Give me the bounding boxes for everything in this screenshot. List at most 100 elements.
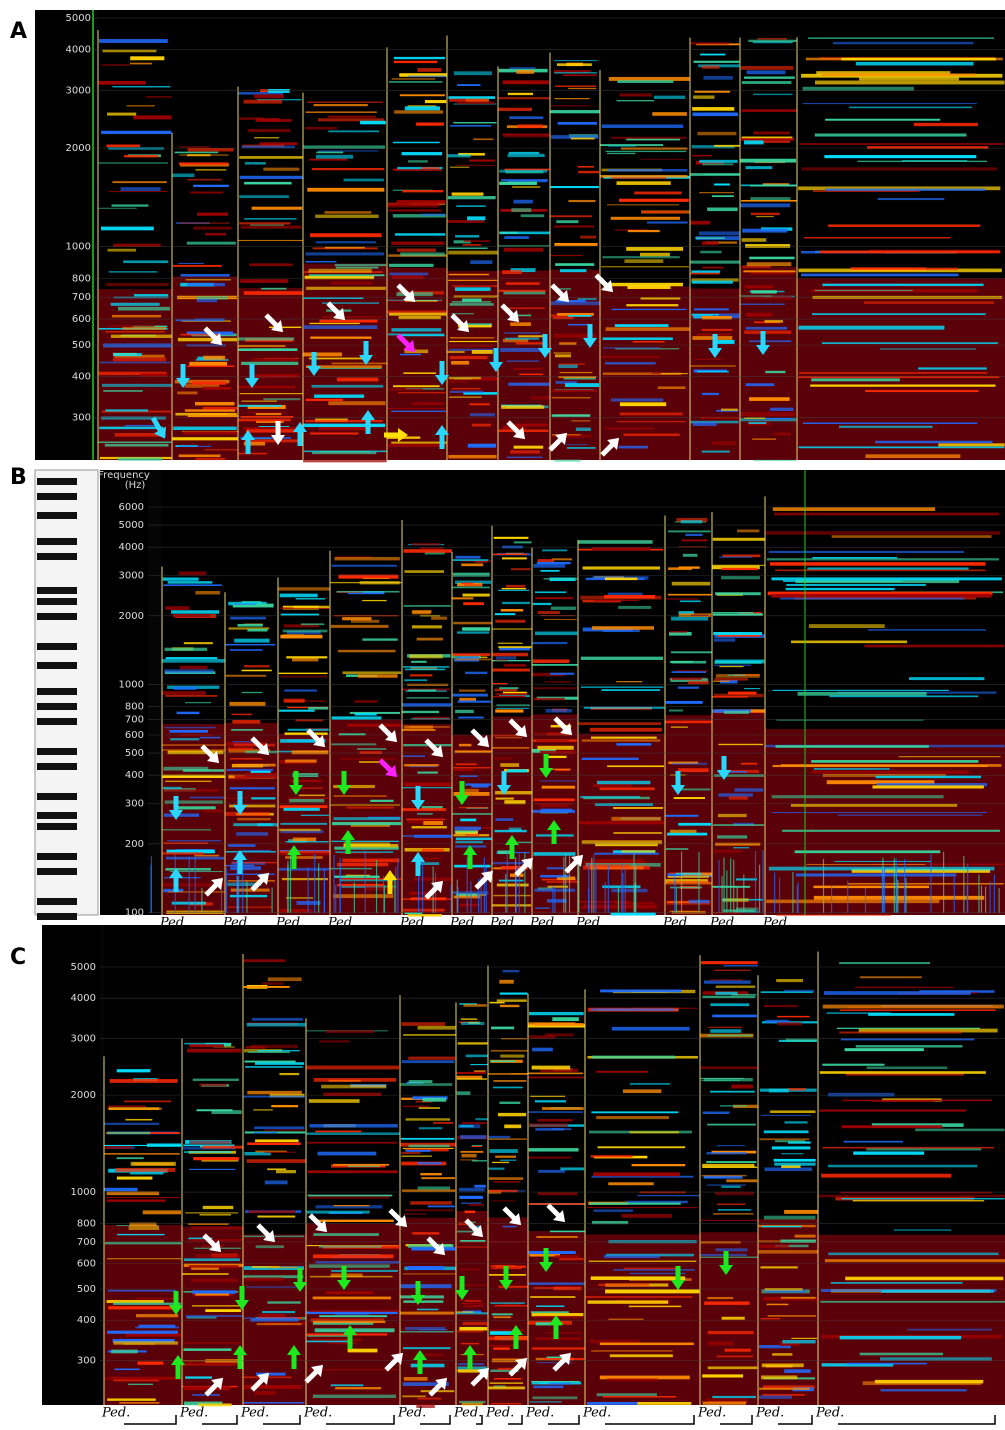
harmonic-streak [305, 252, 384, 255]
harmonic-streak [460, 1240, 485, 1242]
harmonic-streak [449, 341, 497, 342]
harmonic-streak [465, 1211, 476, 1214]
frequency-tick-label: 3000 [71, 1033, 96, 1044]
harmonic-streak [741, 66, 794, 70]
harmonic-streak [602, 124, 683, 128]
harmonic-streak [401, 1155, 431, 1157]
harmonic-streak [400, 1083, 452, 1086]
low-band [532, 714, 578, 915]
harmonic-streak [833, 42, 973, 44]
harmonic-streak [409, 654, 442, 658]
harmonic-streak [455, 710, 474, 713]
harmonic-streak [611, 217, 680, 220]
harmonic-streak [305, 261, 336, 263]
harmonic-streak [647, 221, 688, 223]
harmonic-streak [288, 798, 330, 799]
frequency-tick-label: 3000 [66, 86, 91, 97]
harmonic-streak [508, 93, 533, 95]
harmonic-streak [613, 807, 663, 809]
harmonic-streak [495, 613, 515, 615]
harmonic-streak [712, 1396, 756, 1398]
harmonic-streak [710, 1091, 755, 1093]
harmonic-streak [503, 1226, 517, 1228]
harmonic-streak [489, 1002, 504, 1004]
harmonic-streak [317, 1152, 376, 1156]
harmonic-streak [193, 1079, 239, 1081]
harmonic-streak [180, 666, 208, 670]
harmonic-streak [666, 701, 703, 704]
harmonic-streak [283, 808, 319, 811]
harmonic-streak [459, 689, 485, 691]
harmonic-streak [559, 342, 576, 345]
harmonic-streak [634, 192, 682, 195]
harmonic-streak [402, 711, 439, 713]
frequency-tick-label: 1000 [119, 679, 144, 690]
harmonic-streak [713, 612, 753, 613]
harmonic-streak [700, 1257, 758, 1258]
harmonic-streak [450, 356, 488, 359]
harmonic-streak [279, 710, 315, 712]
harmonic-streak [184, 1258, 240, 1261]
harmonic-streak [495, 620, 525, 623]
harmonic-streak [672, 763, 707, 765]
harmonic-streak [856, 62, 974, 66]
harmonic-streak [741, 412, 795, 416]
harmonic-streak [228, 747, 254, 749]
harmonic-streak [500, 1005, 519, 1007]
harmonic-streak [750, 272, 794, 274]
harmonic-streak [521, 214, 545, 217]
harmonic-streak [855, 987, 954, 988]
harmonic-streak [105, 331, 164, 332]
harmonic-streak [239, 348, 298, 351]
harmonic-streak [718, 793, 753, 796]
harmonic-streak [408, 1266, 444, 1270]
harmonic-streak [111, 1350, 137, 1354]
harmonic-streak [536, 1306, 564, 1307]
harmonic-streak [629, 1306, 681, 1308]
harmonic-streak [712, 441, 736, 445]
harmonic-streak [111, 335, 171, 338]
harmonic-streak [761, 1318, 781, 1319]
frequency-tick-label: 500 [125, 748, 144, 759]
harmonic-streak [671, 661, 706, 664]
harmonic-streak [331, 282, 372, 285]
harmonic-streak [306, 287, 386, 290]
spectrogram-panel: 50004000300020001000800700600500400300 [35, 10, 1005, 462]
harmonic-streak [579, 907, 657, 908]
harmonic-streak [611, 889, 647, 892]
harmonic-streak [102, 65, 130, 66]
harmonic-streak [205, 1309, 241, 1312]
harmonic-streak [402, 152, 443, 155]
harmonic-streak [498, 1113, 526, 1116]
harmonic-streak [234, 639, 269, 643]
harmonic-streak [407, 697, 450, 698]
harmonic-streak [556, 220, 578, 223]
harmonic-streak [714, 665, 751, 666]
harmonic-streak [254, 94, 284, 98]
harmonic-streak [189, 362, 227, 366]
harmonic-streak [865, 390, 978, 392]
harmonic-streak [362, 638, 397, 640]
harmonic-streak [239, 156, 303, 159]
harmonic-streak [766, 418, 791, 419]
harmonic-streak [358, 674, 398, 677]
frequency-tick-label: 500 [77, 1284, 96, 1295]
harmonic-streak [282, 878, 328, 880]
harmonic-streak [531, 1381, 579, 1382]
harmonic-streak [822, 1064, 884, 1066]
harmonic-streak [103, 343, 171, 347]
harmonic-streak [135, 1327, 179, 1329]
harmonic-streak [840, 1009, 995, 1011]
harmonic-streak [230, 758, 262, 759]
harmonic-streak [507, 457, 543, 459]
harmonic-streak [496, 657, 516, 660]
harmonic-streak [336, 591, 399, 593]
harmonic-streak [408, 1057, 455, 1060]
harmonic-streak [195, 402, 234, 405]
harmonic-streak [495, 1266, 525, 1268]
harmonic-streak [463, 602, 484, 605]
harmonic-streak [245, 773, 277, 777]
harmonic-streak [802, 167, 998, 170]
harmonic-streak [247, 629, 267, 632]
harmonic-streak [694, 308, 729, 310]
